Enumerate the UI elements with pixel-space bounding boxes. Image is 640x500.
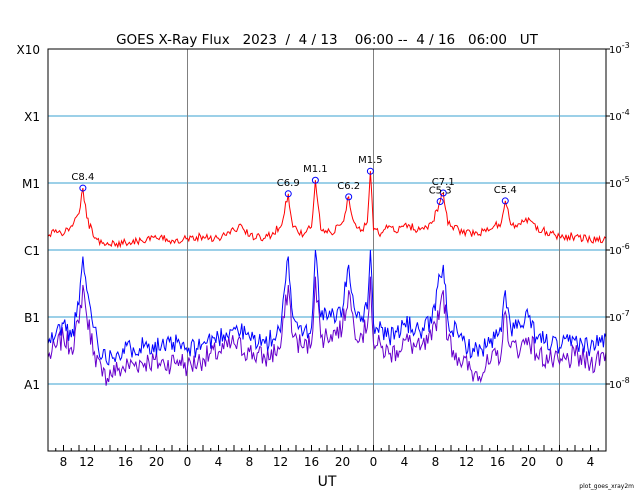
flare-label: M1.1: [303, 164, 328, 175]
x-tick-label: 20: [335, 455, 350, 469]
flare-label: C8.4: [71, 172, 94, 183]
flare-markers: C8.4 C6.9M1.1 C6.2 M1.5 C7.1C5.3 C5.4: [71, 155, 517, 205]
x-tick-label: 0: [184, 455, 192, 469]
y-right-label: 10-4: [609, 108, 630, 123]
flare-marker: [436, 197, 444, 205]
x-tick-label: 12: [459, 455, 474, 469]
flare-marker: [311, 176, 319, 184]
chart-title: GOES X-Ray Flux 2023 / 4 / 13 06:00 -- 4…: [116, 32, 539, 48]
footer-label: plot_goes_xray2m: [579, 483, 634, 490]
flare-label: C6.2: [337, 181, 360, 192]
x-tick-label: 8: [60, 455, 68, 469]
day-boundary-lines: [187, 49, 560, 451]
x-tick-label: 0: [556, 455, 564, 469]
x-tick-label: 12: [273, 455, 288, 469]
x-tick-label: 8: [246, 455, 254, 469]
y-right-label: 10-5: [609, 175, 630, 190]
x-tick-label: 20: [521, 455, 536, 469]
y-left-label: C1: [24, 244, 40, 258]
flux-series: [47, 171, 607, 386]
y-left-label: B1: [24, 311, 40, 325]
flare-marker: [345, 193, 353, 201]
x-tick-label: 16: [118, 455, 133, 469]
flare-label: C5.3: [429, 185, 452, 196]
flare-label: C6.9: [277, 178, 300, 189]
y-left-label: X10: [17, 43, 41, 57]
x-tick-label: 20: [149, 455, 164, 469]
x-tick-label: 16: [490, 455, 505, 469]
flare-label: C7.1: [432, 177, 455, 188]
y-right-label: 10-8: [609, 376, 630, 391]
series-line-short-a: [47, 249, 607, 366]
x-tick-label: 12: [79, 455, 94, 469]
x-axis-ticks: 8 12 16 20 0 4 8 12 16 20 0 4 8 12 16 20 0 4: [47, 445, 607, 469]
flare-marker: [501, 197, 509, 205]
series-line-short-b: [47, 276, 607, 386]
series-line-long: [47, 171, 607, 249]
y-axis-right-labels: 10-8 10-7 10-6 10-5 10-4 10-3: [606, 41, 630, 391]
flare-marker: [439, 189, 447, 197]
y-left-label: A1: [24, 378, 40, 392]
y-left-label: M1: [22, 177, 40, 191]
flare-marker: [284, 190, 292, 198]
x-axis-label: UT: [318, 474, 337, 490]
y-axis-left-labels: A1 B1 C1 M1 X1 X10: [17, 43, 41, 392]
y-right-label: 10-3: [609, 41, 630, 56]
x-tick-label: 4: [587, 455, 595, 469]
x-tick-label: 16: [304, 455, 319, 469]
flare-marker: [79, 184, 87, 192]
x-tick-label: 4: [401, 455, 409, 469]
x-tick-label: 4: [215, 455, 223, 469]
y-left-label: X1: [24, 110, 40, 124]
y-right-label: 10-6: [609, 242, 630, 257]
y-right-label: 10-7: [609, 309, 630, 324]
x-tick-label: 8: [432, 455, 440, 469]
flare-label: M1.5: [358, 155, 383, 166]
flare-label: C5.4: [494, 185, 517, 196]
x-tick-label: 0: [370, 455, 378, 469]
flare-marker: [366, 167, 374, 175]
